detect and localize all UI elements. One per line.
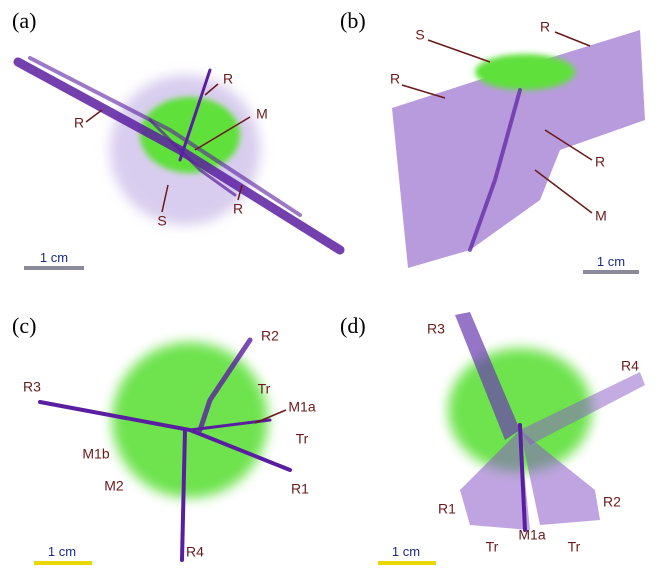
panel-b [392,30,645,274]
annotation: R [595,154,605,170]
arrow [428,40,490,62]
annotation: R4 [621,358,639,374]
arrow [535,170,592,213]
panel-label: (d) [340,313,366,338]
annotation: R [223,71,233,87]
panel-label: (b) [340,8,366,33]
annotation: M [595,208,607,224]
scale-bar [24,266,84,270]
annotation: R1 [291,481,309,497]
arrow [555,32,590,46]
annotation: R [233,201,243,217]
annotation: R1 [438,501,456,517]
arrow [86,110,102,122]
scale-label: 1 cm [597,254,625,269]
green-region [475,54,575,90]
annotation: M [256,106,268,122]
scale-bar [378,561,436,565]
annotation: M1a [518,527,545,543]
panel-c [34,340,290,565]
annotation: Tr [258,381,271,397]
scale-bar [583,270,639,274]
figure: (a) R R M S R 1 cm (b) S R R R M 1 cm (c… [0,0,661,569]
annotation: M2 [104,478,124,494]
annotation: Tr [486,539,499,555]
annotation: Tr [568,539,581,555]
annotation: S [157,213,166,229]
annotation: R2 [261,328,279,344]
annotation: M1b [82,446,109,462]
scale-label: 1 cm [392,544,420,559]
annotation: R [74,115,84,131]
annotation: R2 [603,494,621,510]
arrow [402,85,445,98]
scale-bar [34,561,92,565]
annotation: R [390,71,400,87]
annotation: Tr [296,431,309,447]
annotation: S [415,27,424,43]
annotation: M1a [288,399,315,415]
panel-label: (c) [12,313,36,338]
annotation: R4 [186,544,204,560]
scale-label: 1 cm [40,250,68,265]
annotation: R3 [23,379,41,395]
panel-d [378,312,645,565]
annotation: R [540,19,550,35]
panel-label: (a) [12,8,36,33]
scale-label: 1 cm [48,544,76,559]
panel-a [18,58,340,270]
annotation: R3 [427,321,445,337]
